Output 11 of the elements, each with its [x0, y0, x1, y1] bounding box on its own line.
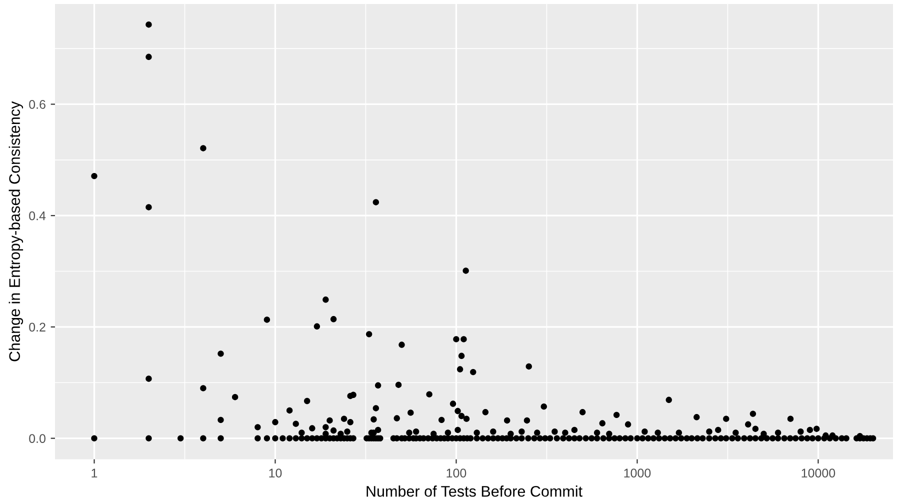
x-tick-label: 10000 [802, 468, 836, 478]
y-tick-label: 0.2 [29, 322, 46, 332]
y-tick-label: 0.0 [29, 434, 46, 443]
y-tick-label: 0.4 [29, 211, 46, 220]
x-tick-label: 1 [92, 468, 98, 478]
x-tick-label: 100 [446, 468, 466, 478]
x-axis-title: Number of Tests Before Commit [366, 486, 582, 497]
y-tick-label: 0.6 [29, 100, 46, 109]
y-axis-title: Change in Entropy-based Consistency [8, 101, 24, 362]
x-tick-label: 1000 [624, 468, 651, 478]
x-tick-label: 10 [269, 468, 282, 478]
